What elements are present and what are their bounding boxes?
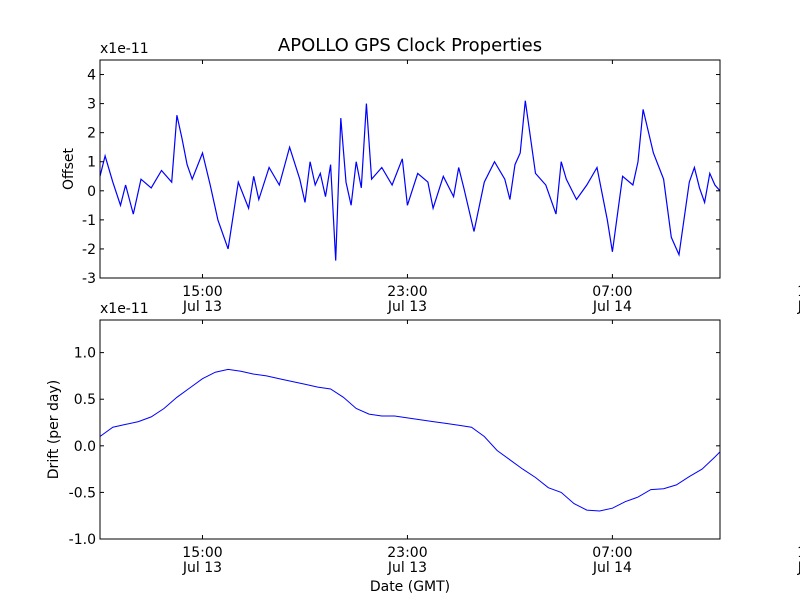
y-tick-label-0-6: 3 (87, 97, 96, 113)
x-tick-date-label-1-3: Jul 14 (797, 560, 800, 576)
y-tick-label-0-0: -3 (82, 271, 96, 287)
y-tick-label-1-0: -1.0 (69, 532, 96, 548)
y-tick-label-1-3: 0.5 (74, 392, 96, 408)
y-tick-label-0-3: 0 (87, 184, 96, 200)
y-axis-label-1: Drift (per day) (46, 380, 62, 479)
x-tick-time-label-1-3: 15:00 (797, 545, 800, 561)
y-tick-label-0-7: 4 (87, 68, 96, 84)
series-line-0-0 (100, 100, 720, 261)
plot-frame-0 (99, 59, 721, 279)
x-tick-date-label-1-0: Jul 13 (182, 560, 222, 576)
series-line-1-0 (100, 368, 720, 512)
x-tick-date-label-0-1: Jul 13 (387, 299, 427, 315)
y-tick-label-1-4: 1.0 (74, 346, 96, 362)
x-tick-time-label-1-2: 07:00 (592, 545, 632, 561)
x-tick-date-label-0-2: Jul 14 (592, 299, 632, 315)
scale-label-1: x1e-11 (100, 301, 149, 317)
x-tick-date-label-1-2: Jul 14 (592, 560, 632, 576)
x-tick-time-label-0-3: 15:00 (797, 284, 800, 300)
x-tick-time-label-0-1: 23:00 (387, 284, 427, 300)
x-tick-time-label-1-1: 23:00 (387, 545, 427, 561)
x-tick-date-label-0-0: Jul 13 (182, 299, 222, 315)
y-axis-label-0: Offset (61, 147, 77, 190)
y-tick-label-0-4: 1 (87, 155, 96, 171)
scale-label-0: x1e-11 (100, 41, 149, 57)
y-tick-label-1-1: -0.5 (69, 485, 96, 501)
x-tick-time-label-0-2: 07:00 (592, 284, 632, 300)
y-tick-label-0-1: -2 (82, 242, 96, 258)
plot-frame-1 (99, 319, 721, 540)
x-tick-date-label-0-3: Jul 14 (797, 299, 800, 315)
x-tick-time-label-1-0: 15:00 (182, 545, 222, 561)
x-tick-date-label-1-1: Jul 13 (387, 560, 427, 576)
y-tick-label-1-2: 0.0 (74, 439, 96, 455)
chart-title: APOLLO GPS Clock Properties (278, 35, 542, 56)
y-tick-label-0-5: 2 (87, 126, 96, 142)
y-tick-label-0-2: -1 (82, 213, 96, 229)
x-axis-label: Date (GMT) (370, 579, 450, 595)
x-tick-time-label-0-0: 15:00 (182, 284, 222, 300)
